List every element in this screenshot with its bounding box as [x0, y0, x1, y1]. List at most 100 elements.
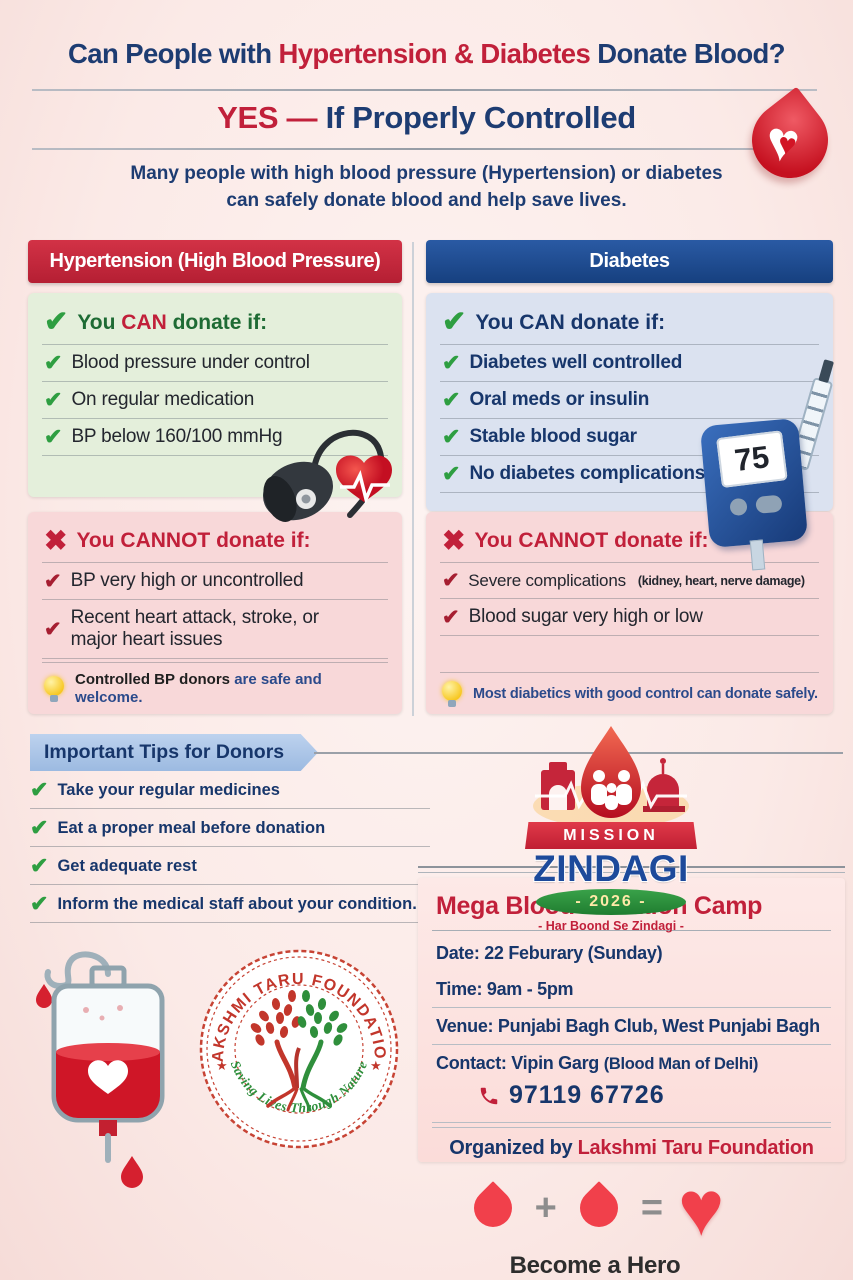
check-icon: ✔ — [44, 424, 63, 449]
glucometer-illustration: 75 — [699, 377, 839, 571]
heart-icon: ♥ — [678, 1163, 725, 1252]
plus-sign: + — [534, 1187, 557, 1229]
tips-header-ribbon: Important Tips for Donors — [30, 734, 318, 771]
list-item: ✔ Blood pressure under control — [42, 345, 388, 382]
check-icon: ✔ — [442, 350, 461, 375]
list-item: ✔ BP below 160/100 mmHg — [42, 419, 388, 456]
venue-label: Venue: — [436, 1016, 494, 1036]
star-icon: ★ — [216, 1058, 228, 1073]
note-mid: donors — [179, 671, 231, 688]
phone-number: 97119 67726 — [509, 1081, 665, 1109]
item-text: Blood sugar very high or low — [468, 606, 703, 627]
note-row: Controlled BP donors are safe and welcom… — [42, 662, 388, 707]
list-item: ✔ Recent heart attack, stroke, or major … — [42, 600, 388, 659]
blood-drop-icon — [571, 1177, 626, 1239]
check-icon: ✔ — [442, 306, 467, 338]
answer-yes: YES — [217, 100, 279, 135]
item-suffix: (kidney, heart, nerve damage) — [637, 573, 805, 588]
diabetes-can-panel: ✔ You CAN donate if: ✔ Diabetes well con… — [426, 293, 834, 571]
check-icon: ✔ — [44, 387, 63, 412]
mission-zindagi-logo: MISSION ZINDAGI - 2026 - - Har Boond Se … — [498, 726, 724, 933]
diabetes-cannot-panel: ✖ You CANNOT donate if: ✔ Severe complic… — [426, 512, 833, 714]
check-icon: ✔ — [44, 617, 62, 641]
check-icon: ✔ — [30, 815, 49, 840]
blood-drop-heart-icon: ♥ ♥ — [736, 86, 844, 194]
organizer-name: Lakshmi Taru Foundation — [577, 1137, 814, 1159]
cross-icon: ✖ — [44, 525, 68, 556]
check-icon: ✔ — [30, 891, 49, 916]
time-label: Time: — [436, 979, 483, 999]
can-title-row: ✔ You CAN donate if: — [42, 301, 388, 345]
item-text: Recent heart attack, stroke, or major he… — [70, 607, 320, 650]
note-bold: Controlled BP — [75, 671, 175, 688]
list-item: ✔ Blood sugar very high or low — [440, 599, 819, 636]
cross-icon: ✖ — [442, 525, 466, 556]
intro-line-2: can safely donate blood and help save li… — [226, 190, 627, 211]
camp-top-divider — [418, 866, 845, 873]
can-title-row: ✔ You CAN donate if: — [440, 301, 819, 345]
tip-text: Get adequate rest — [57, 856, 197, 875]
page-title: Can People with Hypertension & Diabetes … — [0, 38, 853, 70]
check-icon: ✔ — [442, 605, 460, 629]
list-item: ✔ Diabetes well controlled — [440, 345, 819, 382]
venue-value: Punjabi Bagh Club, West Punjabi Bagh — [497, 1016, 820, 1036]
list-item: ✔ Take your regular medicines — [30, 771, 430, 809]
check-icon: ✔ — [30, 853, 49, 878]
list-item: ✔ Get adequate rest — [30, 847, 430, 885]
note-blue: are safe and welcome. — [75, 671, 322, 706]
title-highlight: Hypertension & Diabetes — [278, 38, 591, 69]
date-label: Date: — [436, 943, 480, 963]
can-title: You CAN donate if: — [77, 311, 267, 335]
logo-tagline: - Har Boond Se Zindagi - — [538, 919, 684, 933]
item-text: Severe complications — [468, 570, 626, 590]
can-title: You CAN donate if: — [475, 310, 666, 334]
date-value: 22 Feburary (Sunday) — [484, 943, 663, 963]
can-title-post: donate if: — [172, 310, 268, 334]
tip-text: Inform the medical staff about your cond… — [57, 894, 417, 913]
hypertension-cannot-panel: ✖ You CANNOT donate if: ✔ BP very high o… — [28, 512, 402, 714]
check-icon: ✔ — [442, 424, 461, 449]
mission-ribbon: MISSION — [525, 822, 697, 849]
contact-name: Vipin Garg — [511, 1053, 599, 1073]
tip-text: Take your regular medicines — [57, 780, 280, 799]
tree-art — [250, 990, 348, 1112]
list-item: ✔ Oral meds or insulin — [440, 382, 819, 419]
glucometer-button — [755, 494, 783, 514]
item-text: On regular medication — [71, 389, 255, 410]
tips-section: Important Tips for Donors ✔ Take your re… — [30, 734, 430, 923]
check-icon: ✔ — [44, 350, 63, 375]
item-text: No diabetes complications — [469, 463, 706, 484]
diabetes-header: Diabetes — [426, 240, 833, 283]
answer-rest: If Properly Controlled — [325, 100, 637, 135]
item-text: BP very high or uncontrolled — [70, 570, 304, 591]
camp-venue-row: Venue: Punjabi Bagh Club, West Punjabi B… — [432, 1008, 831, 1045]
tips-extension-line — [314, 752, 843, 754]
zindagi-wordmark: ZINDAGI — [533, 848, 689, 889]
glucometer-button — [729, 497, 748, 517]
item-text: Diabetes well controlled — [469, 352, 683, 373]
check-icon: ✔ — [30, 777, 49, 802]
glucometer-screen: 75 — [716, 430, 788, 488]
glucometer-body: 75 — [699, 417, 809, 549]
list-item: ✔ Stable blood sugar — [440, 419, 819, 456]
lightbulb-icon — [42, 676, 66, 702]
hypertension-can-panel: ✔ You CAN donate if: ✔ Blood pressure un… — [28, 293, 402, 522]
organized-by-line: Organized by Lakshmi Taru Foundation — [432, 1137, 831, 1160]
list-item: ✔ BP very high or uncontrolled — [42, 563, 388, 600]
item-text: BP below 160/100 mmHg — [71, 426, 283, 447]
list-item: ✔ No diabetes complications — [440, 456, 819, 493]
phone-icon — [480, 1087, 498, 1104]
hypertension-header: Hypertension (High Blood Pressure) — [28, 240, 402, 283]
cannot-title: You CANNOT donate if: — [76, 529, 311, 552]
double-divider — [432, 1122, 831, 1128]
tip-text: Eat a proper meal before donation — [57, 818, 326, 837]
time-value: 9am - 5pm — [486, 979, 574, 999]
check-icon: ✔ — [442, 569, 460, 592]
equals-sign: = — [640, 1187, 664, 1229]
check-icon: ✔ — [44, 569, 62, 593]
year-ribbon: - 2026 - — [536, 889, 686, 915]
list-item: ✔ Severe complications (kidney, heart, ne… — [440, 563, 819, 599]
intro-line-1: Many people with high blood pressure (Hy… — [130, 163, 723, 184]
glucometer-buttons — [706, 493, 805, 518]
